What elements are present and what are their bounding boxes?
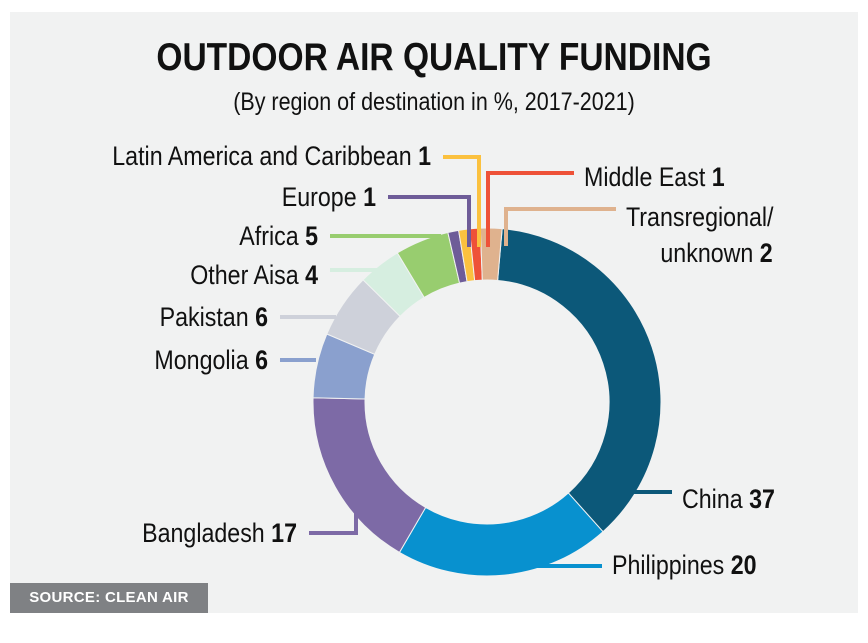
value-transregional-unknown: 2 [760, 238, 773, 268]
value-bangladesh: 17 [271, 518, 297, 548]
label-bangladesh: Bangladesh 17 [142, 518, 297, 548]
leader-transregional-unknown [504, 207, 616, 246]
leader-middle-east [486, 171, 574, 247]
value-philippines: 20 [731, 550, 757, 580]
label-transregional-unknown: Transregional/unknown 2 [626, 202, 774, 268]
slice-labels: China 37 Philippines 20 Bangladesh 17 Mongo… [112, 141, 775, 580]
label-pakistan: Pakistan 6 [160, 302, 268, 332]
label-philippines: Philippines 20 [612, 550, 757, 580]
leader-latin-america-and-caribbean [443, 155, 481, 247]
label-latin-america-and-caribbean: Latin America and Caribbean 1 [112, 141, 431, 171]
label-africa: Africa 5 [239, 221, 318, 251]
label-other-aisa: Other Aisa 4 [190, 260, 318, 290]
leader-africa [330, 234, 441, 250]
label-middle-east: Middle East 1 [584, 162, 725, 192]
source-note: SOURCE: CLEAN AIR FUND [10, 583, 208, 636]
donut-slices [312, 227, 662, 577]
label-china: China 37 [682, 484, 775, 514]
chart-title: OUTDOOR AIR QUALITY FUNDING [156, 36, 712, 79]
value-china: 37 [749, 484, 775, 514]
label-europe: Europe 1 [282, 182, 376, 212]
value-other-aisa: 4 [305, 260, 318, 290]
label-mongolia: Mongolia 6 [154, 345, 268, 375]
value-middle-east: 1 [712, 162, 725, 192]
slice-philippines [398, 492, 604, 577]
leader-lines [280, 155, 672, 568]
chart-subtitle: (By region of destination in %, 2017-202… [233, 88, 635, 116]
value-africa: 5 [305, 221, 318, 251]
donut-chart: China 37 Philippines 20 Bangladesh 17 Mongo… [112, 141, 775, 580]
slice-china [497, 228, 662, 533]
slice-bangladesh [312, 397, 427, 554]
value-europe: 1 [363, 182, 376, 212]
value-pakistan: 6 [255, 302, 268, 332]
value-mongolia: 6 [255, 345, 268, 375]
value-latin-america-and-caribbean: 1 [418, 141, 431, 171]
leader-europe [388, 195, 471, 247]
leader-philippines [535, 546, 602, 568]
leader-bangladesh [309, 500, 358, 535]
